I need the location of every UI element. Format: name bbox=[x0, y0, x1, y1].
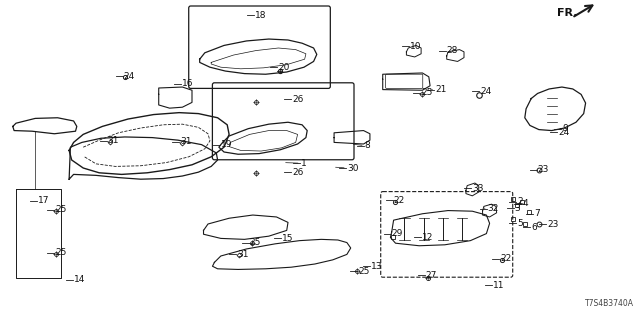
Text: 7: 7 bbox=[534, 209, 540, 218]
Text: 26: 26 bbox=[292, 95, 304, 104]
Text: 20: 20 bbox=[278, 63, 290, 72]
Text: 3: 3 bbox=[515, 204, 520, 212]
Text: 14: 14 bbox=[74, 276, 85, 284]
Text: 31: 31 bbox=[237, 250, 248, 259]
Text: 21: 21 bbox=[435, 85, 447, 94]
Text: 25: 25 bbox=[55, 248, 67, 257]
Text: 23: 23 bbox=[547, 220, 559, 228]
Text: 13: 13 bbox=[371, 262, 383, 271]
Text: 16: 16 bbox=[182, 79, 194, 88]
Text: 32: 32 bbox=[488, 204, 499, 213]
Text: 31: 31 bbox=[180, 137, 192, 146]
Text: 18: 18 bbox=[255, 11, 266, 20]
Text: 22: 22 bbox=[394, 196, 405, 204]
Text: 11: 11 bbox=[493, 281, 504, 290]
Text: 23: 23 bbox=[538, 165, 549, 174]
Text: 28: 28 bbox=[447, 46, 458, 55]
Text: 27: 27 bbox=[426, 271, 437, 280]
Text: 25: 25 bbox=[358, 267, 370, 276]
Text: 10: 10 bbox=[410, 42, 421, 51]
Text: 19: 19 bbox=[221, 140, 232, 149]
Text: FR.: FR. bbox=[557, 8, 577, 18]
Text: 33: 33 bbox=[472, 184, 484, 193]
Text: 29: 29 bbox=[392, 229, 403, 238]
Text: 26: 26 bbox=[292, 168, 304, 177]
Text: 8: 8 bbox=[365, 141, 371, 150]
Text: 12: 12 bbox=[422, 233, 434, 242]
Text: 17: 17 bbox=[38, 196, 50, 205]
Text: 25: 25 bbox=[55, 205, 67, 214]
Text: 31: 31 bbox=[108, 136, 119, 145]
Text: 6: 6 bbox=[531, 223, 537, 232]
Text: 24: 24 bbox=[558, 128, 570, 137]
Text: 4: 4 bbox=[522, 199, 528, 208]
Text: 22: 22 bbox=[500, 254, 512, 263]
Text: 25: 25 bbox=[250, 238, 261, 247]
Text: 1: 1 bbox=[301, 159, 307, 168]
Text: 30: 30 bbox=[347, 164, 358, 172]
Text: 25: 25 bbox=[421, 88, 433, 97]
Text: 9: 9 bbox=[562, 124, 568, 133]
Text: 24: 24 bbox=[480, 87, 492, 96]
Text: 24: 24 bbox=[124, 72, 135, 81]
Text: 15: 15 bbox=[282, 234, 293, 243]
Text: 5: 5 bbox=[517, 219, 523, 228]
Text: T7S4B3740A: T7S4B3740A bbox=[584, 299, 634, 308]
Text: 2: 2 bbox=[517, 197, 523, 206]
